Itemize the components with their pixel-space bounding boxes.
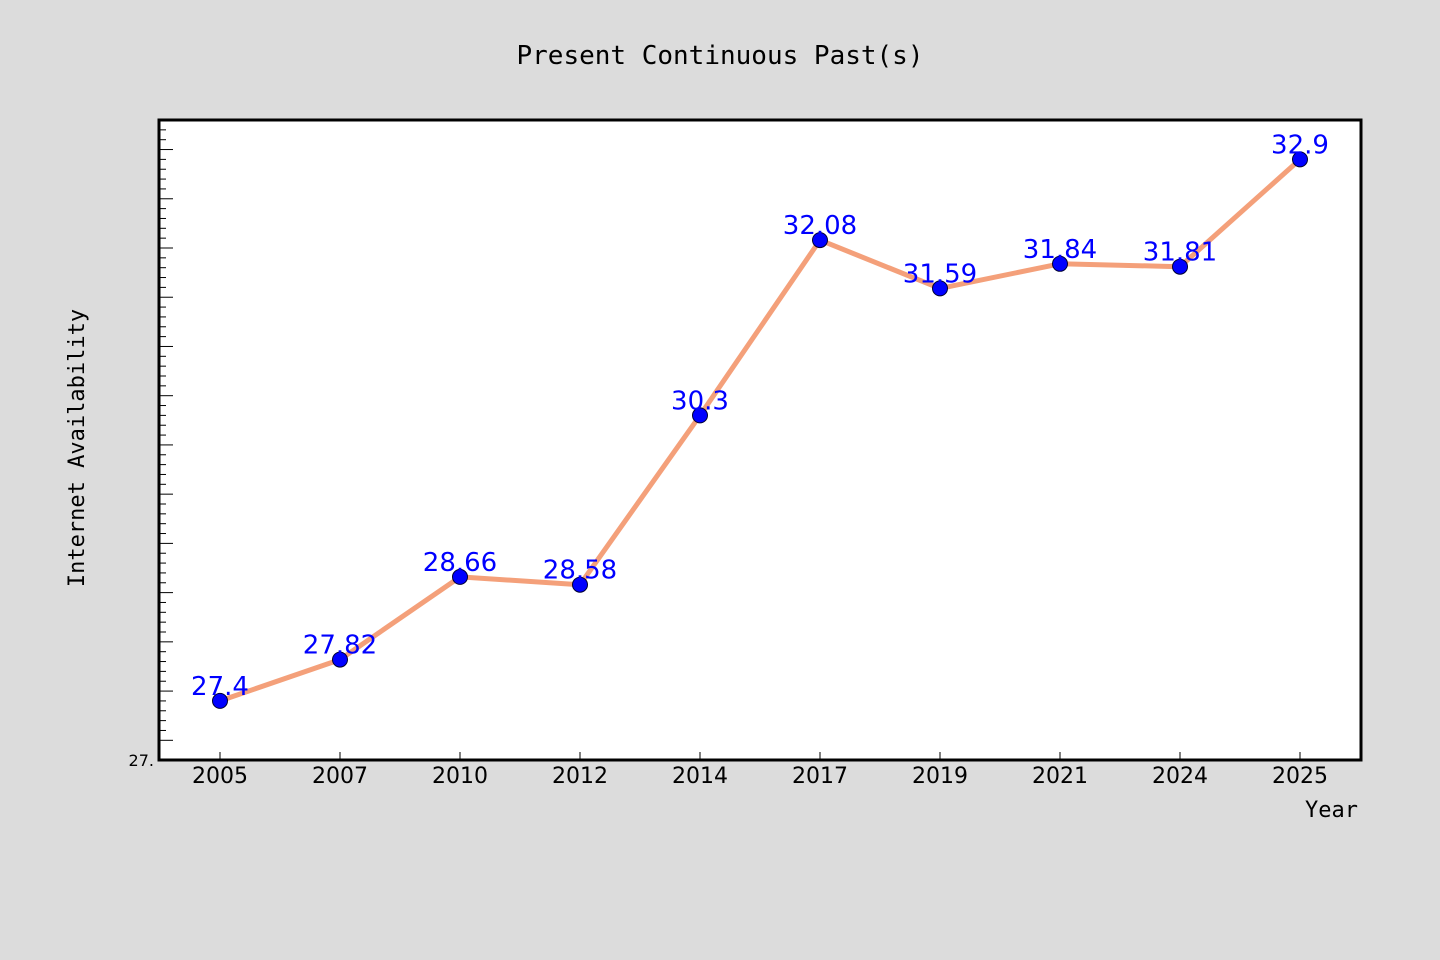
data-label: 32.9 xyxy=(1271,130,1329,160)
x-tick-label: 2010 xyxy=(432,764,488,789)
plot-area xyxy=(157,118,1363,762)
series-markers xyxy=(212,151,1308,709)
data-label: 32.08 xyxy=(783,211,857,241)
x-tick-label: 2012 xyxy=(552,764,608,789)
x-tick-label: 2007 xyxy=(312,764,368,789)
y-axis-ticks xyxy=(159,119,173,741)
data-label: 27.82 xyxy=(303,631,377,661)
data-labels: 27.4 27.82 28.66 28.58 30.3 32.08 31.59 31.84 31… xyxy=(191,130,1329,702)
x-axis-title: Year xyxy=(1305,798,1358,823)
data-label: 28.66 xyxy=(423,548,497,578)
data-label: 31.81 xyxy=(1143,238,1217,268)
data-point xyxy=(212,692,228,709)
data-label: 30.3 xyxy=(671,386,729,416)
data-point xyxy=(572,576,588,593)
x-axis-ticks: 2005 2007 2010 2012 2014 2017 2019 2021 2024 2025 xyxy=(192,752,1328,789)
data-point xyxy=(332,651,348,668)
data-point xyxy=(932,280,948,297)
data-point xyxy=(692,407,708,424)
data-point xyxy=(1052,255,1068,272)
data-label: 27.4 xyxy=(191,672,249,702)
x-tick-label: 2005 xyxy=(192,764,248,789)
x-tick-label: 2014 xyxy=(672,764,728,789)
data-point xyxy=(812,232,828,249)
x-tick-label: 2017 xyxy=(792,764,848,789)
data-label: 31.84 xyxy=(1023,235,1097,265)
data-label: 28.58 xyxy=(543,556,617,586)
data-point xyxy=(1292,151,1308,168)
series-line xyxy=(217,156,1303,704)
y-tick-label: 27. xyxy=(129,751,154,770)
y-axis-title: Internet Availability xyxy=(65,309,90,587)
x-tick-label: 2019 xyxy=(912,764,968,789)
data-label: 31.59 xyxy=(903,259,977,289)
x-tick-label: 2025 xyxy=(1272,764,1328,789)
x-tick-label: 2024 xyxy=(1152,764,1208,789)
x-tick-label: 2021 xyxy=(1032,764,1088,789)
data-point xyxy=(452,568,468,585)
data-point xyxy=(1172,258,1188,275)
chart-title: Present Continuous Past(s) xyxy=(517,41,924,71)
